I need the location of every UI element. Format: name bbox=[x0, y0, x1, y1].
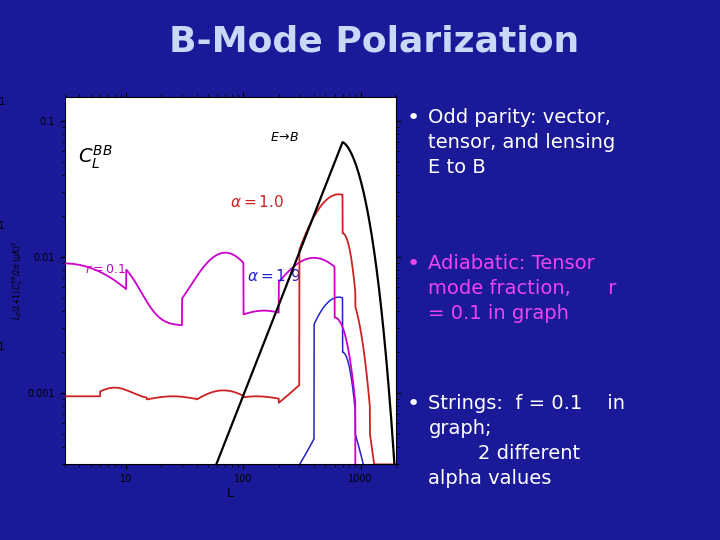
Text: 0.001: 0.001 bbox=[0, 342, 5, 352]
Text: $E\!\rightarrow\!B$: $E\!\rightarrow\!B$ bbox=[270, 131, 299, 144]
Y-axis label: $L_B(L{+}1)\,C_L^{BB}/2\pi\;(\mu K)^2$: $L_B(L{+}1)\,C_L^{BB}/2\pi\;(\mu K)^2$ bbox=[10, 241, 24, 320]
Text: $C_L^{BB}$: $C_L^{BB}$ bbox=[78, 144, 113, 171]
Text: •: • bbox=[407, 108, 420, 128]
Text: Adiabatic: Tensor
mode fraction,      r
= 0.1 in graph: Adiabatic: Tensor mode fraction, r = 0.1… bbox=[428, 254, 617, 323]
Text: $r=0.1$: $r=0.1$ bbox=[85, 264, 126, 276]
Text: Strings:  f = 0.1    in
graph;
        2 different
alpha values: Strings: f = 0.1 in graph; 2 different a… bbox=[428, 394, 626, 488]
Text: 0.01: 0.01 bbox=[0, 221, 5, 231]
X-axis label: L: L bbox=[227, 487, 234, 500]
Text: •: • bbox=[407, 254, 420, 274]
Text: 0.1: 0.1 bbox=[0, 97, 5, 107]
Text: B-Mode Polarization: B-Mode Polarization bbox=[169, 24, 580, 58]
Text: Odd parity: vector,
tensor, and lensing
E to B: Odd parity: vector, tensor, and lensing … bbox=[428, 108, 616, 177]
Text: •: • bbox=[407, 394, 420, 414]
Text: $\alpha=1.0$: $\alpha=1.0$ bbox=[230, 194, 284, 211]
Text: $\alpha=1.9$: $\alpha=1.9$ bbox=[247, 268, 301, 284]
